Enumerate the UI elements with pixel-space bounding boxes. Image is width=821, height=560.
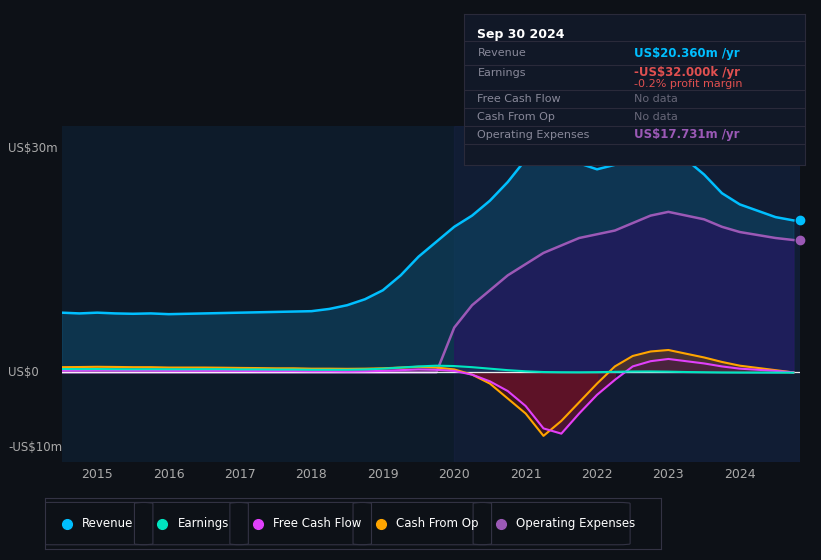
Text: -US$10m: -US$10m	[8, 441, 62, 454]
Text: US$0: US$0	[8, 366, 39, 379]
Text: No data: No data	[635, 94, 678, 104]
Text: Earnings: Earnings	[177, 517, 229, 530]
Text: Free Cash Flow: Free Cash Flow	[273, 517, 361, 530]
Text: Cash From Op: Cash From Op	[397, 517, 479, 530]
Text: US$30m: US$30m	[8, 142, 57, 155]
Text: Sep 30 2024: Sep 30 2024	[478, 27, 565, 41]
Text: Earnings: Earnings	[478, 68, 526, 78]
Text: -0.2% profit margin: -0.2% profit margin	[635, 78, 743, 88]
Text: Revenue: Revenue	[82, 517, 134, 530]
Text: -US$32.000k /yr: -US$32.000k /yr	[635, 67, 741, 80]
Text: Revenue: Revenue	[478, 48, 526, 58]
Text: Operating Expenses: Operating Expenses	[516, 517, 635, 530]
Text: US$17.731m /yr: US$17.731m /yr	[635, 128, 740, 142]
Text: Cash From Op: Cash From Op	[478, 112, 555, 122]
Text: No data: No data	[635, 112, 678, 122]
Text: Free Cash Flow: Free Cash Flow	[478, 94, 561, 104]
Bar	[454, 126, 800, 462]
Text: US$20.360m /yr: US$20.360m /yr	[635, 47, 740, 60]
Text: Operating Expenses: Operating Expenses	[478, 130, 589, 140]
